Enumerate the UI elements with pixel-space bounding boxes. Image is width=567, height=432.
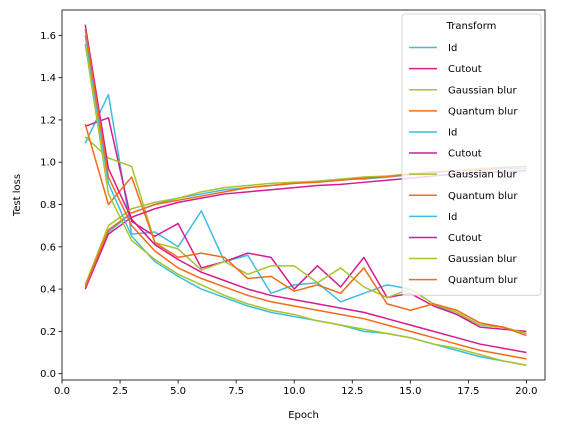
y-tick-label: 0.6 [40,242,56,253]
y-tick-label: 1.0 [40,158,56,169]
series-line-4 [84,123,527,337]
legend-entry-label: Cutout [448,64,482,75]
x-tick-label: 7.5 [228,386,244,397]
y-tick-label: 1.4 [40,73,56,84]
x-tick-label: 15.0 [399,386,421,397]
legend-title: Transform [446,21,497,32]
x-axis-ticks: 0.0 2.5 5.0 7.5 10.0 12.5 15.0 17.5 20.0 [54,380,538,397]
legend-entry-label: Gaussian blur [448,170,518,181]
plot-lines [84,24,527,366]
y-tick-label: 0.8 [40,200,56,211]
y-tick-label: 0.0 [40,369,56,380]
x-tick-label: 0.0 [54,386,70,397]
x-tick-label: 10.0 [283,386,305,397]
x-tick-label: 17.5 [457,386,479,397]
legend-entry-label: Id [448,127,457,138]
legend-box [401,13,542,296]
plot-frame [61,9,546,381]
legend: Transform Id Cutout Gaussian blur Quantum b… [401,13,542,296]
series-line-3 [84,136,527,335]
series-line-12 [84,28,527,360]
legend-entry-label: Quantum blur [448,275,518,286]
legend-entry-label: Quantum blur [448,106,518,117]
legend-entry-label: Cutout [448,149,482,160]
x-tick-label: 12.5 [341,386,363,397]
legend-entry-label: Quantum blur [448,191,518,202]
legend-entry-label: Cutout [448,233,482,244]
x-tick-label: 20.0 [515,386,537,397]
legend-entry-label: Gaussian blur [448,254,518,265]
series-line-10 [84,24,527,354]
y-tick-label: 1.6 [40,31,56,42]
y-tick-label: 0.2 [40,327,56,338]
x-axis-label: Epoch [288,410,319,421]
legend-entry-label: Gaussian blur [448,85,518,96]
series-line-11 [84,43,527,366]
y-axis-ticks: 0.0 0.2 0.4 0.6 0.8 1.0 1.2 1.4 1.6 [40,31,62,380]
legend-entry-label: Id [448,43,457,54]
y-axis-label: Test loss [12,174,23,217]
y-tick-label: 0.4 [40,285,56,296]
legend-entry-label: Id [448,212,457,223]
x-tick-label: 5.0 [170,386,186,397]
series-line-2 [84,117,527,333]
y-tick-label: 1.2 [40,115,56,126]
series-line-9 [84,35,527,366]
legend-items: Id Cutout Gaussian blur Quantum blur Id Cutou… [409,43,518,286]
x-tick-label: 2.5 [112,386,128,397]
